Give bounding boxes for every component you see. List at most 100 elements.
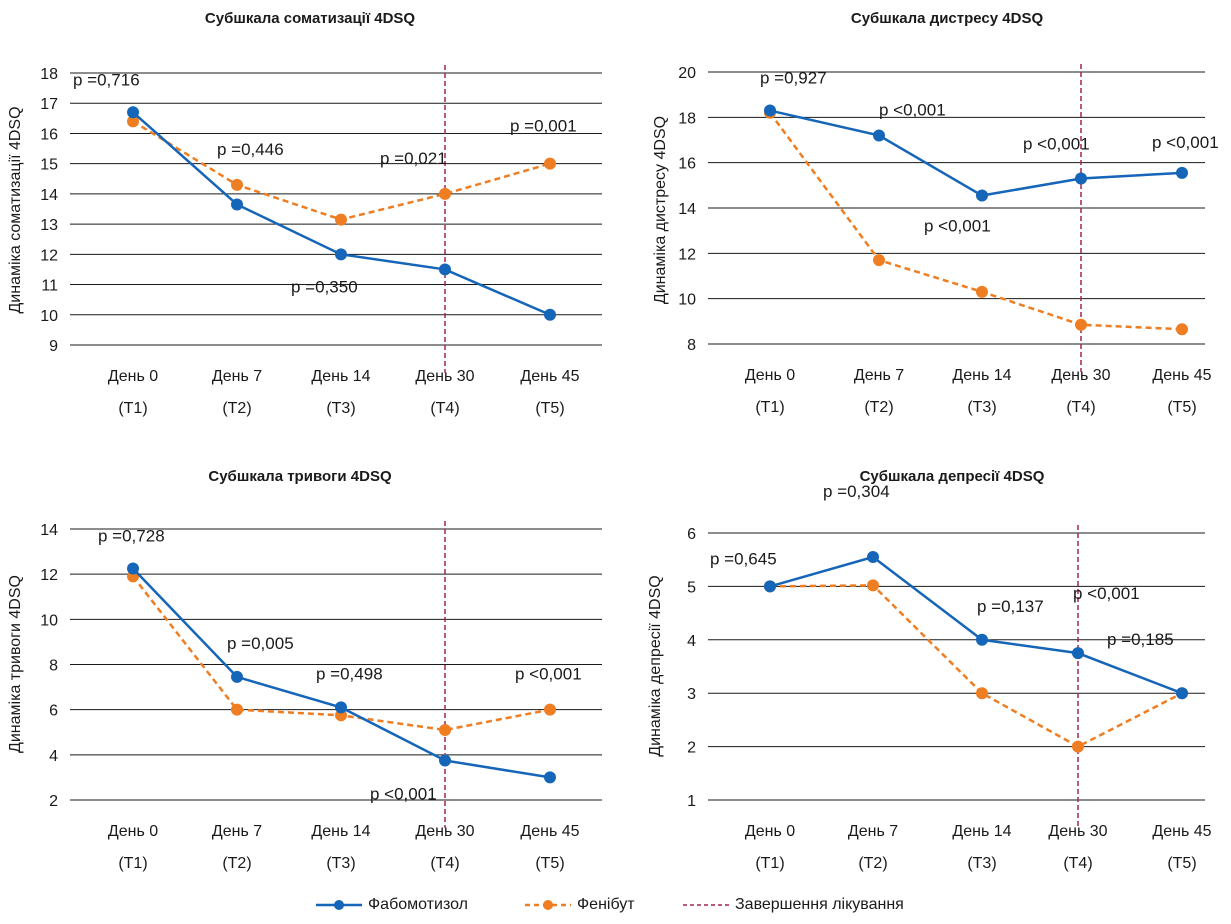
x-tick-label-day: День 45 [520,823,579,840]
x-tick-label-period: (T5) [1167,399,1196,416]
x-tick-label-day: День 14 [311,368,370,385]
x-tick-label-day: День 45 [520,368,579,385]
x-tick-label-day: День 30 [1048,823,1107,840]
point-fabomotizol [1072,647,1084,660]
point-phenibut [544,703,556,716]
y-tick-label: 2 [49,793,58,810]
legend-item-phenibut: Фенібут [523,890,635,920]
x-tick-label-day: День 14 [952,367,1011,384]
y-axis-title: Динаміка соматизації 4DSQ [7,106,24,313]
p-value-label: p =0,927 [760,69,827,88]
point-fabomotizol [231,198,243,211]
point-phenibut [976,285,988,298]
y-tick-label: 14 [40,187,58,204]
p-value-label: p <0,001 [370,784,437,803]
x-tick-label-day: День 14 [952,823,1011,840]
point-fabomotizol [127,106,139,119]
x-tick-label-day: День 30 [415,368,474,385]
p-value-label: p =0,304 [823,482,890,501]
point-phenibut [439,723,451,736]
x-tick-label-day: День 0 [108,823,158,840]
x-tick-label-period: (T3) [326,400,355,417]
y-tick-label: 11 [41,278,58,295]
y-tick-label: 9 [49,338,58,355]
y-tick-label: 12 [40,567,58,584]
chart-title-anxiety: Субшкала тривоги 4DSQ [208,468,392,485]
p-value-label: p <0,001 [879,100,946,119]
point-fabomotizol [544,771,556,784]
y-tick-label: 18 [40,66,58,83]
p-value-label: p =0,728 [98,527,165,546]
legend-label-fabomotizol: Фабомотизол [368,896,468,913]
x-tick-label-day: День 45 [1152,823,1211,840]
p-value-label: p =0,716 [73,70,140,89]
p-value-label: p =0,645 [710,549,777,568]
legend-label-phenibut: Фенібут [577,896,635,913]
y-tick-label: 3 [687,686,696,703]
x-tick-label-period: (T4) [1063,855,1092,872]
y-tick-label: 10 [40,308,58,325]
point-phenibut [335,213,347,226]
p-value-label: p =0,185 [1107,630,1174,649]
y-tick-label: 14 [40,522,58,539]
x-tick-label-day: День 30 [415,823,474,840]
y-tick-label: 12 [40,247,58,264]
legend-item-treatment-end: Завершення лікування [681,890,904,920]
point-phenibut [231,178,243,191]
x-tick-label-period: (T2) [864,399,893,416]
point-phenibut [127,115,139,128]
p-value-label: p =0,005 [227,634,294,653]
y-tick-label: 17 [40,96,58,113]
x-tick-label-day: День 45 [1152,367,1211,384]
y-tick-label: 4 [687,633,696,650]
point-phenibut [1075,318,1087,331]
p-value-label: p =0,021 [380,149,447,168]
legend-item-fabomotizol: Фабомотизол [314,890,468,920]
y-axis-title: Динаміка депресії 4DSQ [647,575,664,756]
point-phenibut [976,687,988,700]
x-tick-label-period: (T2) [858,855,887,872]
p-value-label: p =0,001 [510,117,577,136]
p-value-label: p =0,498 [316,664,383,683]
chart-title-depression: Субшкала депресії 4DSQ [859,468,1045,485]
x-tick-label-period: (T1) [118,855,147,872]
x-tick-label-period: (T5) [535,400,564,417]
y-tick-label: 5 [687,579,696,596]
point-fabomotizol [1176,166,1188,179]
p-value-label: p <0,001 [1073,584,1140,603]
x-tick-label-day: День 7 [848,823,898,840]
p-value-label: p <0,001 [1152,133,1219,152]
point-fabomotizol [1176,687,1188,700]
y-tick-label: 10 [678,292,696,309]
y-tick-label: 4 [49,748,58,765]
point-fabomotizol [764,104,776,117]
y-tick-label: 6 [687,526,696,543]
x-tick-label-period: (T1) [755,855,784,872]
y-tick-label: 8 [687,337,696,354]
p-value-label: p =0,446 [217,140,284,159]
chart-title-distress: Субшкала дистресу 4DSQ [850,10,1044,27]
point-fabomotizol [544,308,556,321]
x-tick-label-period: (T3) [967,399,996,416]
p-value-label: p <0,001 [924,217,991,236]
x-tick-label-day: День 0 [745,823,795,840]
x-tick-label-period: (T2) [222,400,251,417]
x-tick-label-period: (T3) [326,855,355,872]
y-tick-label: 14 [678,201,696,218]
legend-swatch-fabomotizol [316,900,362,910]
x-tick-label-day: День 7 [212,368,262,385]
point-fabomotizol [335,701,347,714]
y-tick-label: 16 [40,126,58,143]
y-tick-label: 20 [678,65,696,82]
p-value-label: p =0,137 [977,597,1044,616]
y-tick-label: 10 [40,612,58,629]
legend-label-treatment-end: Завершення лікування [735,896,904,913]
y-axis-title: Динаміка тривоги 4DSQ [7,575,24,753]
point-phenibut [873,254,885,267]
x-tick-label-period: (T5) [1167,855,1196,872]
x-tick-label-period: (T2) [222,855,251,872]
point-fabomotizol [867,551,879,564]
y-tick-label: 16 [678,156,696,173]
series-line-phenibut [769,584,1183,749]
